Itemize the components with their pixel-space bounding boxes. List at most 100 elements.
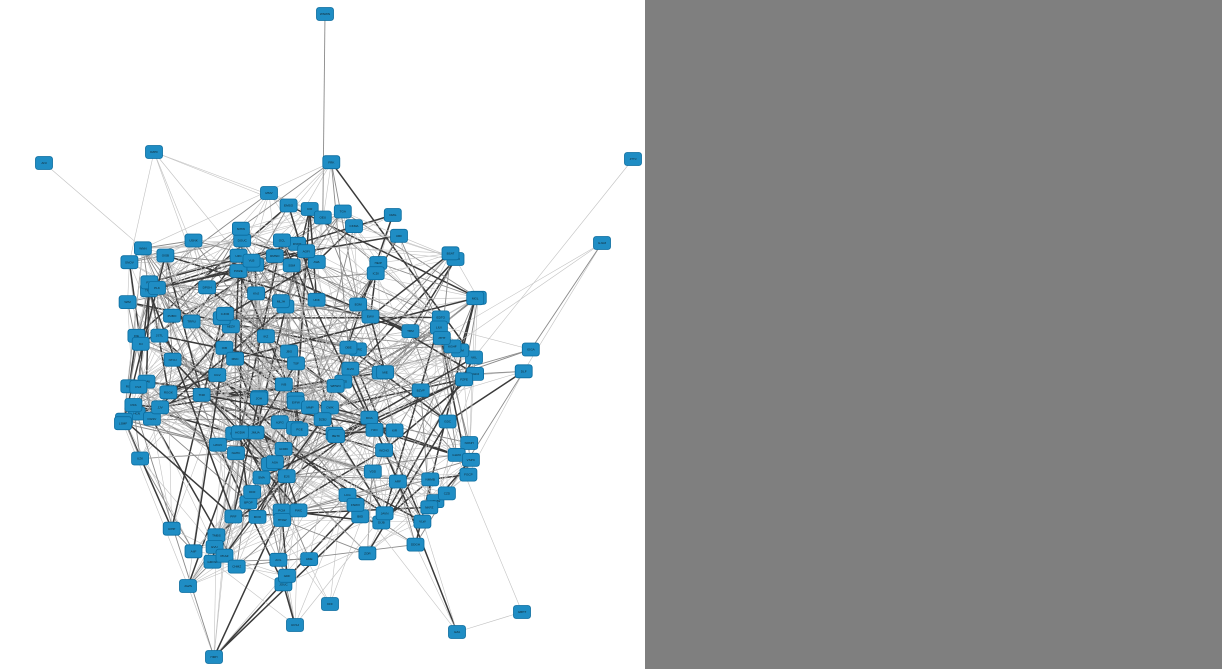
- full-network-edge[interactable]: [148, 290, 235, 517]
- full-network-edge[interactable]: [129, 239, 243, 263]
- full-network-edge[interactable]: [380, 372, 396, 431]
- full-network-edge[interactable]: [296, 214, 394, 245]
- full-network-node[interactable]: HGDW: [231, 425, 249, 440]
- full-network-node[interactable]: LSMF: [114, 416, 132, 431]
- full-network-edge[interactable]: [236, 544, 416, 568]
- node-shape[interactable]: [205, 650, 223, 664]
- full-network-edge[interactable]: [151, 418, 219, 445]
- full-network-node[interactable]: GISB: [156, 248, 175, 263]
- full-network-node[interactable]: JOH: [249, 391, 268, 406]
- full-network-node[interactable]: JJV: [151, 400, 170, 415]
- node-shape[interactable]: [163, 308, 181, 323]
- full-network-node[interactable]: WNN: [133, 241, 152, 256]
- node-shape[interactable]: [231, 425, 249, 440]
- full-network-edge[interactable]: [212, 561, 288, 577]
- full-network-edge[interactable]: [385, 357, 475, 373]
- full-network-edge[interactable]: [151, 418, 249, 503]
- full-network-edge[interactable]: [217, 347, 225, 445]
- full-network-edge[interactable]: [217, 299, 317, 445]
- node-shape[interactable]: [385, 423, 404, 438]
- full-network-edge[interactable]: [212, 561, 296, 626]
- full-network-node[interactable]: PRF: [224, 509, 243, 524]
- full-network-node[interactable]: EOM: [349, 297, 368, 312]
- node-shape[interactable]: [437, 486, 456, 501]
- full-network-edge[interactable]: [216, 398, 260, 536]
- node-shape[interactable]: [376, 365, 395, 380]
- node-shape[interactable]: [226, 351, 245, 366]
- full-network-node[interactable]: WCNO: [375, 443, 394, 458]
- node-shape[interactable]: [131, 336, 150, 351]
- full-network-node[interactable]: VDD: [363, 464, 382, 479]
- full-network-edge[interactable]: [370, 316, 421, 391]
- full-network-node[interactable]: GZA: [448, 625, 466, 639]
- full-network-edge[interactable]: [149, 255, 239, 283]
- node-shape[interactable]: [227, 446, 245, 461]
- full-network-edge[interactable]: [438, 327, 458, 455]
- node-shape[interactable]: [514, 364, 533, 379]
- full-network-edge[interactable]: [289, 347, 349, 352]
- node-shape[interactable]: [156, 248, 175, 263]
- full-network-edge[interactable]: [330, 162, 351, 369]
- full-network-edge[interactable]: [456, 611, 523, 633]
- node-shape[interactable]: [192, 387, 211, 402]
- full-network-node[interactable]: DZBJ: [313, 412, 332, 427]
- node-shape[interactable]: [246, 425, 265, 440]
- full-network-edge[interactable]: [213, 555, 225, 658]
- full-network-node[interactable]: WPWO: [326, 378, 345, 393]
- full-network-node[interactable]: CGV: [208, 368, 227, 382]
- full-network-edge[interactable]: [242, 208, 310, 241]
- node-shape[interactable]: [301, 400, 319, 415]
- full-network-edge[interactable]: [234, 265, 293, 359]
- full-network-edge[interactable]: [153, 151, 225, 348]
- node-shape[interactable]: [375, 506, 394, 521]
- full-network-node[interactable]: EJS: [277, 469, 296, 484]
- full-network-node[interactable]: BIEI: [351, 509, 370, 524]
- full-network-edge[interactable]: [136, 413, 284, 450]
- node-shape[interactable]: [365, 422, 384, 437]
- node-shape[interactable]: [411, 383, 430, 398]
- full-network-edge[interactable]: [224, 449, 385, 556]
- full-network-edge[interactable]: [159, 407, 283, 521]
- full-network-edge[interactable]: [191, 321, 370, 418]
- full-network-edge[interactable]: [446, 421, 448, 494]
- node-shape[interactable]: [383, 208, 402, 222]
- full-network-node[interactable]: JTTJ: [624, 152, 642, 166]
- full-network-node[interactable]: KFF: [321, 597, 339, 611]
- full-network-edge[interactable]: [375, 273, 448, 422]
- full-network-edge[interactable]: [291, 264, 440, 328]
- node-shape[interactable]: [243, 485, 262, 499]
- node-shape[interactable]: [131, 451, 150, 466]
- full-network-edge[interactable]: [347, 347, 424, 522]
- full-network-edge[interactable]: [350, 368, 448, 422]
- full-network-node[interactable]: FZFE: [455, 372, 474, 387]
- full-network-node[interactable]: CHMZ: [227, 559, 246, 574]
- full-network-edge[interactable]: [239, 301, 282, 433]
- full-network-node[interactable]: BSAT: [441, 246, 460, 261]
- full-network-edge[interactable]: [283, 521, 423, 585]
- full-network-edge[interactable]: [384, 372, 395, 431]
- full-network-edge[interactable]: [384, 346, 453, 373]
- full-network-node[interactable]: KNJ: [247, 286, 266, 301]
- full-network-node[interactable]: BZVP: [411, 383, 430, 398]
- full-network-node[interactable]: VLB: [242, 253, 261, 268]
- full-network-edge[interactable]: [127, 302, 153, 419]
- node-shape[interactable]: [388, 474, 407, 489]
- full-network-edge[interactable]: [463, 297, 479, 380]
- full-network-edge[interactable]: [378, 262, 441, 318]
- full-network-node[interactable]: VSPC: [461, 452, 480, 467]
- full-network-edge[interactable]: [221, 261, 318, 319]
- full-network-node[interactable]: GJLM: [593, 236, 611, 250]
- node-shape[interactable]: [460, 436, 479, 450]
- full-network-node[interactable]: ODF: [243, 485, 262, 499]
- full-network-node[interactable]: UIHP: [162, 521, 181, 536]
- full-network-edge[interactable]: [140, 343, 260, 398]
- full-network-node[interactable]: DLF: [514, 364, 533, 379]
- full-network-edge[interactable]: [347, 493, 447, 496]
- full-network-edge[interactable]: [164, 255, 174, 360]
- node-shape[interactable]: [256, 329, 275, 344]
- node-shape[interactable]: [248, 509, 267, 524]
- node-shape[interactable]: [406, 537, 425, 552]
- full-network-edge[interactable]: [447, 370, 525, 423]
- node-shape[interactable]: [441, 246, 460, 261]
- full-network-node[interactable]: CSS: [124, 398, 143, 412]
